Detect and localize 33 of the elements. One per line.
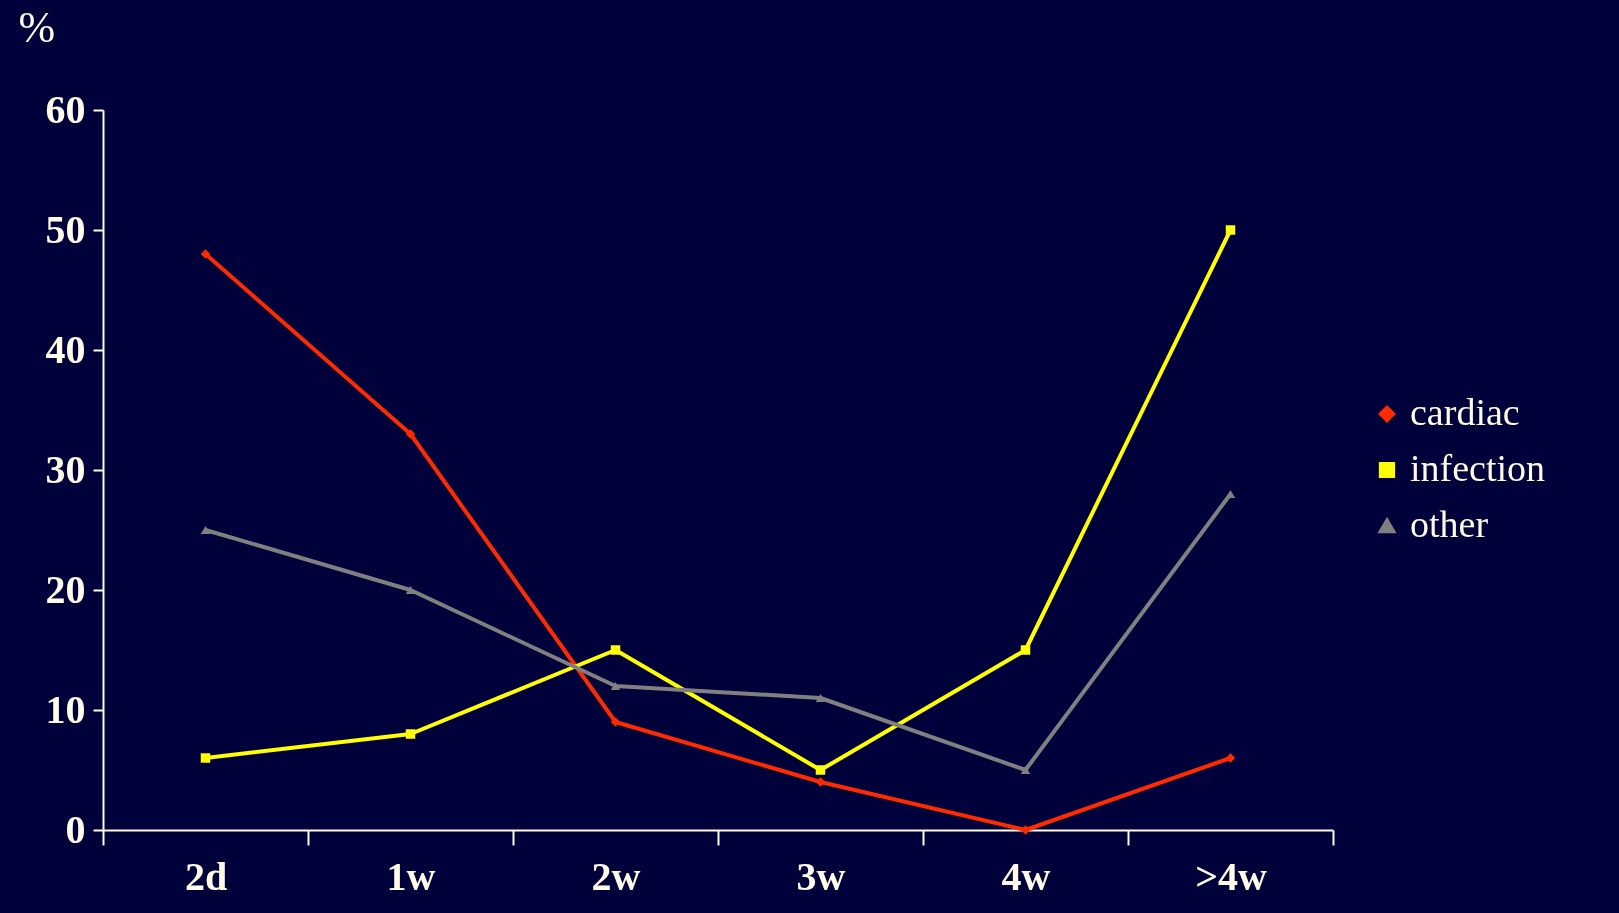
point bbox=[610, 681, 621, 691]
point bbox=[1225, 225, 1236, 235]
x-tick-label: 1w bbox=[386, 853, 436, 899]
y-tick-label: 20 bbox=[45, 566, 86, 612]
point bbox=[1225, 489, 1236, 499]
point bbox=[405, 729, 416, 739]
x-tick-label: 2w bbox=[591, 853, 641, 899]
legend-label: infection bbox=[1410, 447, 1546, 489]
x-tick-label: 4w bbox=[1001, 853, 1051, 899]
point bbox=[815, 765, 826, 775]
x-tick-label: 3w bbox=[796, 853, 846, 899]
y-tick-label: 30 bbox=[45, 446, 86, 492]
point bbox=[1020, 765, 1031, 775]
point bbox=[815, 693, 826, 703]
y-tick-label: 0 bbox=[65, 806, 86, 852]
point bbox=[405, 429, 416, 439]
point bbox=[815, 777, 826, 787]
point bbox=[200, 753, 211, 763]
y-tick-label: 40 bbox=[45, 326, 86, 372]
legend-label: other bbox=[1410, 503, 1489, 545]
x-tick-label: >4w bbox=[1195, 853, 1267, 899]
y-tick-label: 10 bbox=[45, 686, 86, 732]
point bbox=[200, 525, 211, 535]
y-tick-label: 50 bbox=[45, 206, 86, 252]
point bbox=[1225, 753, 1236, 763]
legend-label: cardiac bbox=[1410, 391, 1520, 433]
point bbox=[1020, 645, 1031, 655]
x-tick-label: 2d bbox=[184, 853, 228, 899]
point bbox=[610, 645, 621, 655]
point bbox=[200, 249, 211, 259]
point bbox=[610, 717, 621, 727]
y-axis-title: % bbox=[18, 2, 56, 52]
y-tick-label: 60 bbox=[45, 86, 86, 132]
